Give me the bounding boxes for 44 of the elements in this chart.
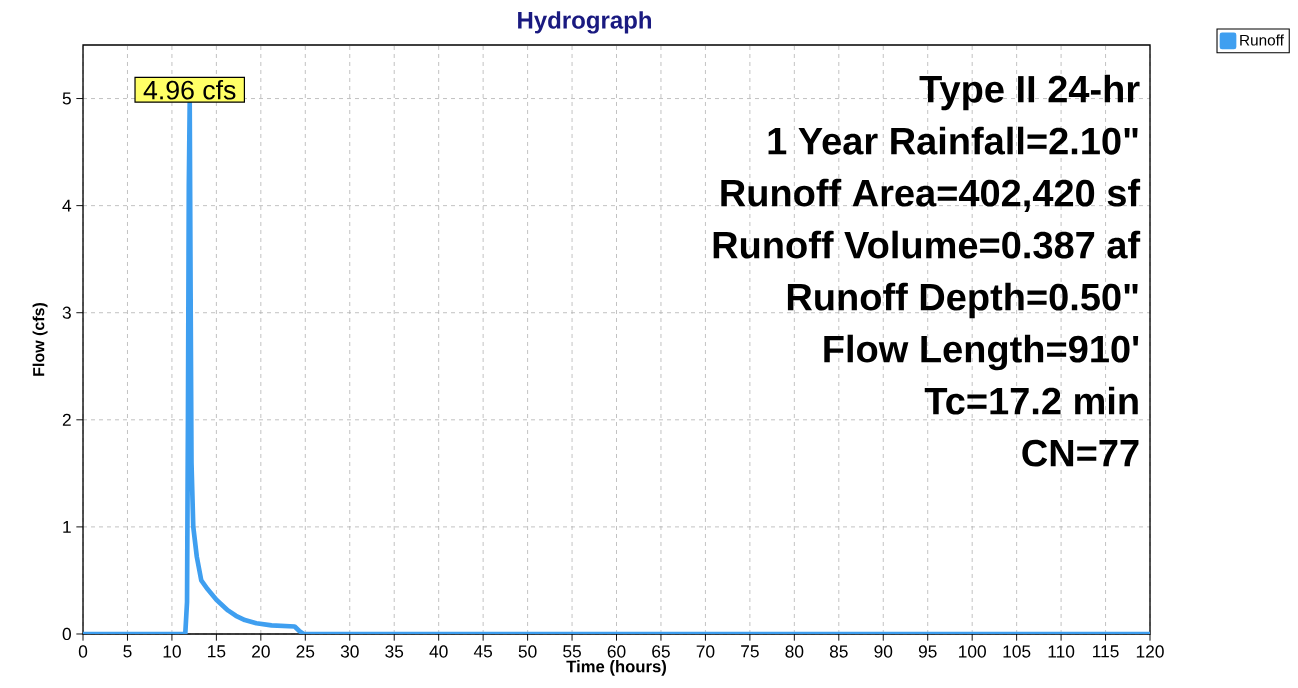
x-tick-label: 80	[785, 645, 804, 658]
x-tick-label: 40	[429, 645, 448, 658]
x-axis-title: Time (hours)	[566, 660, 666, 676]
x-tick-label: 0	[78, 645, 88, 658]
x-tick-label: 5	[123, 645, 132, 658]
annotation: Flow Length=910'	[824, 334, 1139, 371]
x-tick-label: 35	[385, 645, 404, 658]
x-tick-label: 60	[607, 645, 626, 658]
x-tick-label: 70	[696, 645, 715, 658]
x-tick-label: 100	[959, 645, 986, 658]
x-tick-label: 45	[473, 645, 493, 658]
x-tick-label: 105	[1003, 645, 1031, 658]
x-tick-label: 110	[1048, 645, 1075, 658]
x-tick-label: 50	[518, 645, 537, 658]
annotation: Tc=17.2 min	[924, 386, 1138, 415]
annotation: Runoff Volume=0.387 af	[713, 230, 1141, 259]
annotation: CN=77	[1022, 439, 1139, 467]
annotation: Type II 24-hr	[919, 74, 1140, 111]
x-tick-label: 55	[563, 645, 581, 658]
chart-title: Hydrograph	[518, 11, 652, 34]
x-tick-label: 10	[163, 645, 181, 658]
annotation: 4.96 cfs	[143, 79, 236, 100]
annotation: Runoff Depth=0.50"	[787, 282, 1138, 319]
x-tick-label: 120	[1136, 645, 1164, 658]
x-tick-label: 75	[741, 645, 759, 658]
y-axis-title: Flow (cfs)	[32, 302, 48, 376]
y-tick-label: 0	[62, 627, 71, 641]
x-tick-label: 115	[1093, 645, 1119, 658]
x-tick-label: 20	[252, 645, 270, 658]
annotation: Runoff Area=402,420 sf	[721, 178, 1141, 213]
y-tick-label: 4	[62, 199, 72, 212]
x-tick-label: 65	[652, 645, 670, 658]
legend-label: Runoff	[1240, 34, 1284, 46]
y-tick-label: 1	[63, 520, 71, 533]
x-tick-label: 25	[296, 645, 315, 658]
x-tick-label: 95	[918, 645, 937, 658]
x-tick-label: 30	[340, 645, 359, 658]
x-tick-label: 15	[208, 645, 226, 658]
x-tick-label: 85	[829, 645, 848, 658]
x-tick-label: 90	[874, 645, 893, 658]
y-tick-label: 3	[62, 306, 71, 319]
y-tick-label: 2	[62, 413, 71, 426]
annotation: 1 Year Rainfall=2.10"	[768, 126, 1138, 155]
y-tick-label: 5	[62, 92, 71, 105]
